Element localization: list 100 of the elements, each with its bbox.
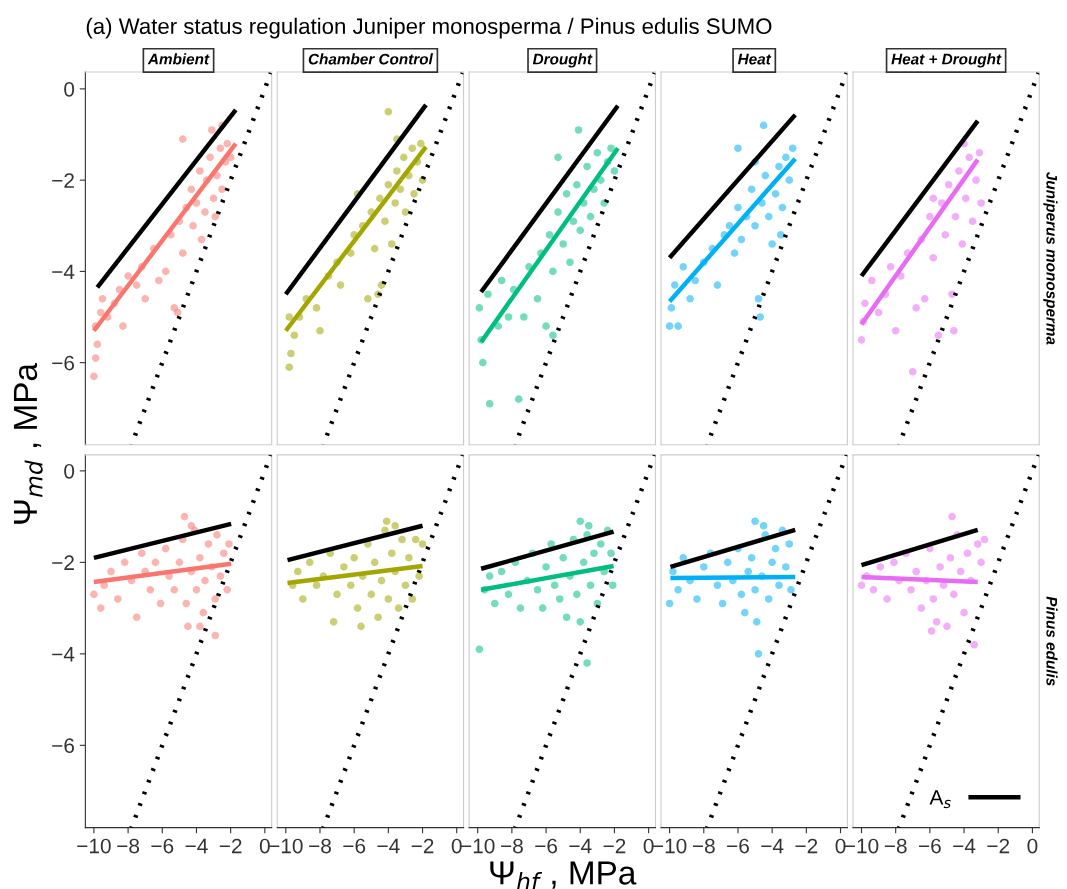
point: [943, 622, 951, 631]
y-tick-label: 0: [64, 463, 75, 479]
point: [890, 558, 898, 567]
point: [479, 358, 487, 367]
point: [305, 558, 314, 567]
point: [566, 258, 574, 267]
point: [949, 590, 958, 599]
point: [934, 331, 943, 340]
point: [554, 153, 562, 162]
x-tick-label: −2: [603, 838, 626, 854]
x-tick-label: −10: [461, 838, 495, 854]
point: [775, 162, 783, 171]
y-tick-label: −2: [52, 555, 74, 570]
point: [216, 144, 225, 153]
point: [936, 563, 944, 571]
point: [209, 194, 218, 203]
point: [187, 185, 196, 194]
point: [759, 121, 768, 130]
point: [204, 540, 213, 548]
chart-subtitle: Chamber Control: [308, 53, 434, 65]
point: [559, 240, 567, 248]
point: [972, 176, 980, 184]
point: [216, 572, 225, 580]
y-axis-title: Ψ$_{md}$ , MPa: [13, 363, 43, 524]
x-tick-label: −6: [535, 838, 558, 854]
point: [408, 595, 417, 603]
point: [944, 180, 953, 189]
point: [573, 180, 581, 189]
point: [398, 535, 406, 544]
point: [754, 294, 763, 303]
point: [287, 349, 295, 358]
point: [387, 549, 396, 558]
point: [146, 586, 155, 594]
point: [907, 586, 915, 594]
point: [857, 581, 866, 590]
point: [857, 336, 866, 344]
point: [382, 517, 391, 525]
x-tick-label: −10: [269, 838, 303, 854]
point: [336, 281, 345, 289]
point: [533, 294, 542, 303]
point: [364, 294, 372, 303]
point: [370, 244, 379, 253]
x-tick-label: −2: [411, 838, 434, 854]
point: [785, 176, 794, 184]
y-tick-label: −6: [52, 738, 75, 754]
point: [475, 645, 484, 654]
point: [776, 231, 785, 239]
point: [475, 304, 484, 312]
x-tick-label: 0: [451, 838, 462, 854]
point: [542, 563, 550, 571]
text: (a) Water status regulation Juniper monosperma / Pinus edulis SUMO: [86, 17, 772, 39]
point: [874, 308, 883, 317]
point: [963, 549, 972, 558]
point: [927, 627, 936, 635]
point: [977, 558, 985, 567]
point: [178, 249, 187, 257]
point: [405, 553, 413, 562]
point: [119, 322, 127, 330]
point: [785, 540, 794, 548]
x-tick-label: −4: [185, 838, 208, 854]
point: [293, 567, 302, 576]
point: [926, 212, 934, 221]
point: [973, 540, 982, 548]
point: [679, 263, 688, 271]
point: [867, 276, 876, 285]
point: [886, 263, 895, 271]
point: [223, 139, 232, 148]
point: [299, 595, 307, 603]
point: [713, 281, 722, 289]
point: [497, 276, 506, 285]
point: [951, 212, 960, 221]
point: [374, 613, 382, 622]
point: [394, 604, 403, 612]
point: [980, 535, 989, 544]
point: [187, 521, 196, 530]
point: [490, 599, 499, 608]
point: [497, 567, 506, 576]
point: [312, 304, 321, 312]
point: [96, 604, 105, 612]
point: [949, 326, 958, 335]
x-tick-label: −4: [761, 838, 784, 854]
point: [725, 221, 734, 230]
point: [961, 194, 970, 203]
point: [956, 567, 965, 576]
point: [329, 618, 338, 626]
point: [608, 581, 617, 590]
point: [747, 185, 756, 194]
y-tick-label: −4: [52, 264, 75, 279]
point: [484, 290, 492, 299]
point: [547, 540, 555, 548]
point: [387, 240, 396, 248]
point: [196, 167, 204, 175]
point: [312, 581, 321, 590]
point: [752, 618, 761, 626]
point: [775, 581, 783, 590]
point: [132, 281, 141, 289]
point: [411, 535, 420, 544]
point: [891, 326, 900, 335]
point: [562, 190, 571, 198]
point: [357, 622, 365, 631]
